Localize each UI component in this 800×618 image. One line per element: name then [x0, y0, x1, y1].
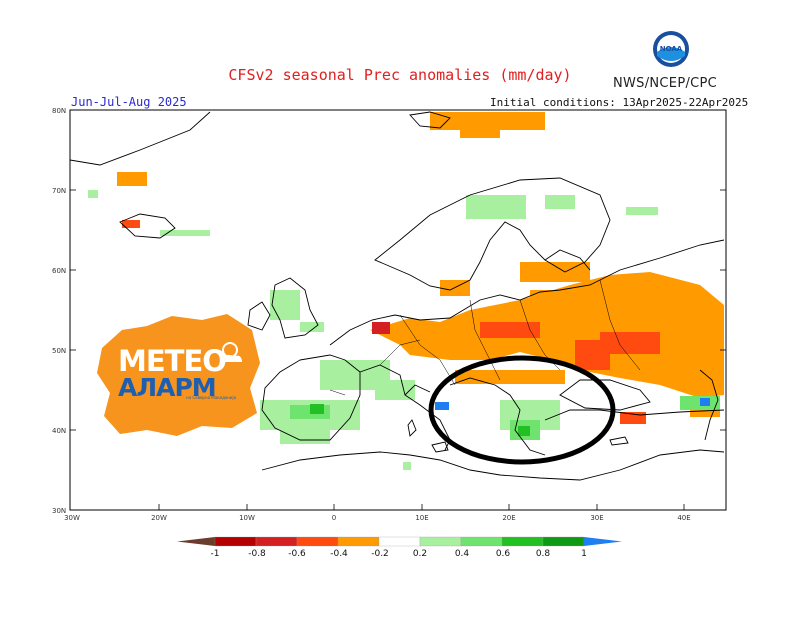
legend-arrow-low	[177, 537, 215, 546]
coastlines	[69, 111, 725, 481]
lon-label: 10E	[415, 514, 428, 522]
legend-label: 1	[581, 549, 587, 559]
map-title: CFSv2 seasonal Prec anomalies (mm/day)	[228, 66, 572, 84]
legend-label: -0.8	[248, 549, 266, 559]
legend-label: -0.6	[288, 549, 306, 559]
legend-label: -1	[211, 549, 220, 559]
legend-label: -0.4	[330, 549, 348, 559]
lat-label: 50N	[52, 347, 66, 355]
lon-label: 0	[332, 514, 336, 522]
noaa-text: NOAA	[660, 45, 683, 53]
legend-swatch	[337, 536, 380, 547]
lon-label: 20W	[151, 514, 167, 522]
legend-swatch	[296, 536, 339, 547]
balkans-highlight-ellipse	[428, 355, 616, 465]
negative-anomaly-layer	[117, 112, 724, 424]
meteo-alarm-logo	[97, 314, 260, 436]
legend-label: -0.2	[371, 549, 389, 559]
initial-conditions-label: Initial conditions: 13Apr2025-22Apr2025	[490, 96, 749, 109]
lat-labels: 80N 70N 60N 50N 40N 30N	[52, 107, 66, 515]
lat-label: 40N	[52, 427, 66, 435]
season-label: Jun-Jul-Aug 2025	[71, 95, 187, 109]
legend-swatch	[214, 536, 257, 547]
lon-label: 20E	[502, 514, 515, 522]
legend-label: 0.6	[496, 549, 511, 559]
lon-label: 10W	[239, 514, 255, 522]
lat-label: 60N	[52, 267, 66, 275]
logo-tagline: на Северна Македонија	[186, 395, 237, 400]
lon-label: 30E	[590, 514, 603, 522]
logo-text-meteo: МЕТЕО	[118, 344, 227, 378]
legend-swatch	[378, 536, 421, 547]
lat-label: 80N	[52, 107, 66, 115]
legend-swatch	[460, 536, 503, 547]
legend-label: 0.8	[536, 549, 551, 559]
lon-label: 40E	[677, 514, 690, 522]
legend-arrow-high	[584, 537, 622, 546]
legend-label: 0.4	[455, 549, 470, 559]
legend-swatch	[542, 536, 585, 547]
legend-label: 0.2	[413, 549, 427, 559]
lat-label: 70N	[52, 187, 66, 195]
agency-label: NWS/NCEP/CPC	[613, 76, 718, 91]
tick-marks	[70, 189, 726, 510]
lat-label: 30N	[52, 507, 66, 515]
logo-text-alarm: АЛАРМ	[118, 373, 217, 402]
legend-swatch	[501, 536, 544, 547]
sun-cloud-icon	[220, 342, 242, 362]
country-borders	[329, 279, 641, 396]
noaa-emblem-icon: NOAA	[653, 31, 689, 67]
lon-labels: 30W 20W 10W 0 10E 20E 30E 40E	[64, 514, 691, 522]
legend-swatch	[419, 536, 462, 547]
lon-label: 30W	[64, 514, 80, 522]
legend-swatch	[255, 536, 298, 547]
